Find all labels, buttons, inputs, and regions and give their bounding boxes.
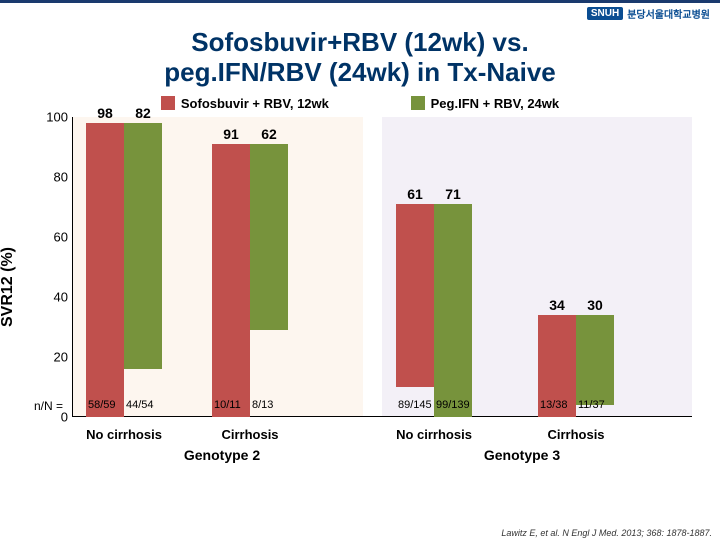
- bar: 61: [396, 204, 434, 387]
- y-tick: 40: [42, 289, 68, 304]
- logo: SNUH 분당서울대학교병원: [587, 6, 710, 21]
- bar: 71: [434, 204, 472, 417]
- bar-value: 61: [407, 186, 423, 202]
- nn-value: 58/59: [88, 399, 116, 411]
- nn-value: 10/11: [214, 399, 241, 411]
- nn-label: n/N =: [34, 399, 63, 413]
- y-tick: 100: [42, 109, 68, 124]
- nn-value: 99/139: [436, 399, 470, 411]
- nn-value: 44/54: [126, 399, 154, 411]
- bar-value: 62: [261, 126, 277, 142]
- chart: SVR12 (%) 0204060801009882916261713430 n…: [30, 117, 710, 457]
- category-label: Cirrhosis: [547, 427, 604, 442]
- y-tick: 60: [42, 229, 68, 244]
- category-label: No cirrhosis: [396, 427, 472, 442]
- category-label: No cirrhosis: [86, 427, 162, 442]
- bar: 62: [250, 144, 288, 330]
- category-label: Cirrhosis: [221, 427, 278, 442]
- title-line-1: Sofosbuvir+RBV (12wk) vs.: [0, 28, 720, 58]
- header-bar: SNUH 분당서울대학교병원: [0, 0, 720, 24]
- legend-swatch-2: [411, 96, 425, 110]
- citation: Lawitz E, et al. N Engl J Med. 2013; 368…: [501, 528, 712, 538]
- bar: 98: [86, 123, 124, 417]
- logo-badge: SNUH: [587, 7, 623, 20]
- bar-value: 30: [587, 297, 603, 313]
- y-tick: 80: [42, 169, 68, 184]
- y-axis-line: [72, 117, 73, 417]
- bar-value: 71: [445, 186, 461, 202]
- bar-group: 6171: [396, 204, 472, 417]
- logo-text: 분당서울대학교병원: [627, 6, 710, 21]
- bar: 91: [212, 144, 250, 417]
- title-line-2: peg.IFN/RBV (24wk) in Tx-Naive: [0, 58, 720, 88]
- bar-value: 82: [135, 105, 151, 121]
- legend-item-1: Sofosbuvir + RBV, 12wk: [161, 96, 329, 111]
- nn-value: 8/13: [252, 399, 273, 411]
- y-axis-label: SVR12 (%): [0, 247, 17, 327]
- legend-label-1: Sofosbuvir + RBV, 12wk: [181, 96, 329, 111]
- legend-label-2: Peg.IFN + RBV, 24wk: [431, 96, 560, 111]
- page-title: Sofosbuvir+RBV (12wk) vs. peg.IFN/RBV (2…: [0, 24, 720, 96]
- bar-value: 91: [223, 126, 239, 142]
- bar: 30: [576, 315, 614, 405]
- genotype-label: Genotype 3: [484, 447, 560, 463]
- plot-area: 0204060801009882916261713430: [72, 117, 692, 417]
- bar-value: 34: [549, 297, 565, 313]
- nn-value: 11/37: [578, 399, 605, 411]
- nn-value: 89/145: [398, 399, 432, 411]
- genotype-label: Genotype 2: [184, 447, 260, 463]
- bar: 82: [124, 123, 162, 369]
- y-tick: 20: [42, 349, 68, 364]
- bar-group: 9882: [86, 123, 162, 417]
- nn-value: 13/38: [540, 399, 568, 411]
- legend-swatch-1: [161, 96, 175, 110]
- bar-value: 98: [97, 105, 113, 121]
- legend-item-2: Peg.IFN + RBV, 24wk: [411, 96, 560, 111]
- bar-group: 9162: [212, 144, 288, 417]
